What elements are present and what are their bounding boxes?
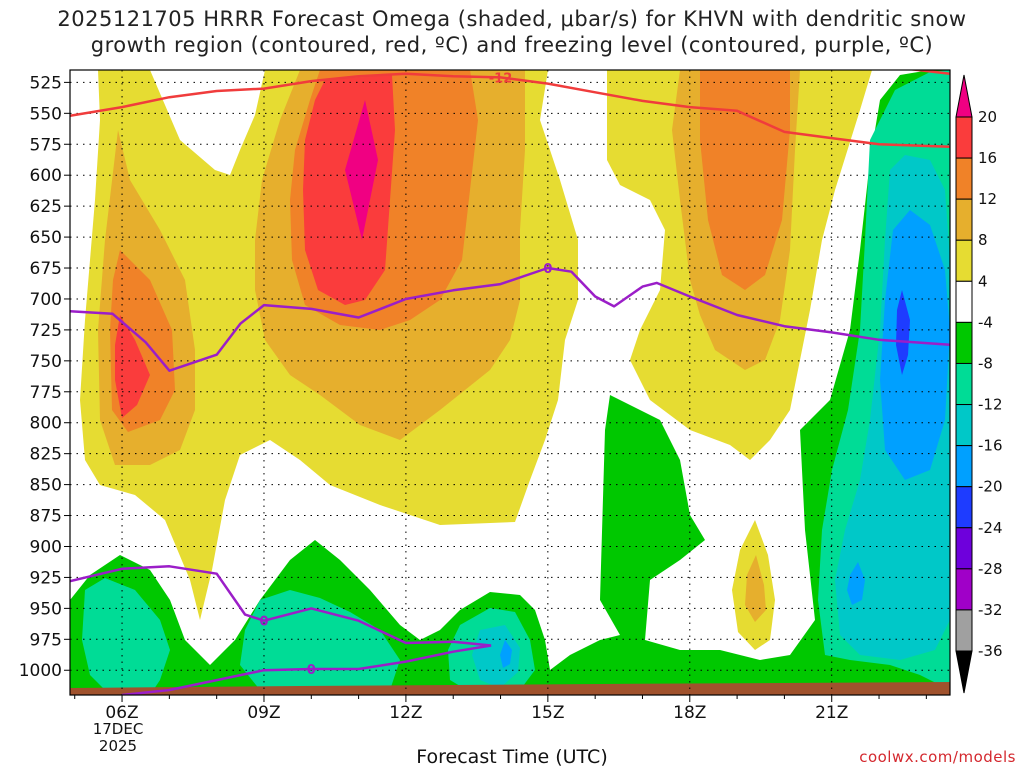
dgz-contour-label: -12 [489, 71, 513, 86]
omega-fill-red-center [303, 75, 395, 305]
y-tick-label: 675 [30, 259, 62, 279]
y-tick-label: 575 [30, 135, 62, 155]
y-tick-label: 975 [30, 630, 62, 650]
y-tick-label: 550 [30, 104, 62, 124]
plot-frame [69, 69, 951, 696]
y-axis: 525 550 575 600 625 650 675 700 725 750 775 800 825 8… [19, 73, 70, 681]
y-tick-label: 950 [30, 599, 62, 619]
x-tick-label: 18Z [673, 703, 706, 723]
colorbar-bin [955, 486, 973, 529]
colorbar-bin [955, 609, 973, 652]
y-tick-label: 700 [30, 290, 62, 310]
title-line-1: 2025121705 HRRR Forecast Omega (shaded, … [57, 7, 967, 31]
colorbar-label: -32 [978, 601, 1003, 619]
colorbar-label: -8 [978, 354, 993, 372]
x-tick-label: 06Z [105, 703, 138, 723]
colorbar-bin [955, 280, 973, 323]
y-tick-label: 650 [30, 228, 62, 248]
y-tick-label: 750 [30, 352, 62, 372]
omega-fill-teal-lower-left [82, 578, 170, 695]
x-axis-title: Forecast Time (UTC) [416, 746, 608, 768]
colorbar-label: -24 [978, 519, 1003, 537]
colorbar-bin [955, 321, 973, 364]
title-line-2: growth region (contoured, red, ºC) and f… [90, 33, 934, 57]
y-tick-label: 800 [30, 414, 62, 434]
colorbar-label: -36 [978, 642, 1003, 660]
freezing-level-contour-label: 0 [307, 663, 316, 678]
gridlines [70, 70, 950, 695]
omega-fill-darkblue-right [896, 290, 910, 375]
omega-fill-lightblue-right [880, 210, 950, 480]
omega-fill-magenta-center [345, 100, 378, 240]
x-tick-label: 15Z [531, 703, 564, 723]
colorbar-bin [955, 198, 973, 241]
x-axis: 06Z 09Z 12Z 15Z 18Z 21Z [74, 695, 927, 723]
y-tick-label: 775 [30, 383, 62, 403]
colorbar-bin [955, 239, 973, 282]
colorbar-label: 4 [978, 272, 988, 290]
colorbar-bottom-arrow [955, 650, 973, 694]
y-tick-label: 1000 [19, 661, 62, 681]
freezing-level-contour [70, 565, 492, 647]
x-tick-label: 21Z [815, 703, 848, 723]
omega-fill-red-left [115, 315, 150, 418]
colorbar-bin [955, 445, 973, 488]
colorbar-top-arrow [955, 74, 973, 118]
y-tick-label: 600 [30, 166, 62, 186]
colorbar-bin [955, 362, 973, 406]
date-label: 17DEC 2025 [88, 721, 148, 755]
colorbar-bin [955, 157, 973, 200]
colorbar-label: -20 [978, 478, 1003, 496]
date-label-day: 17DEC [92, 720, 144, 738]
colorbar: 20 16 12 8 4 -4 -8 -12 -16 -20 -24 -28 -32 -36 [955, 74, 1003, 694]
freezing-level-contour [70, 266, 950, 372]
colorbar-label: 8 [978, 231, 988, 249]
omega-fill-orange-bubble [745, 555, 766, 622]
colorbar-label: -12 [978, 396, 1003, 414]
dgz-contour [907, 70, 950, 75]
contours: -12 0 0 0 [70, 70, 950, 695]
y-tick-label: 850 [30, 476, 62, 496]
colorbar-bin [955, 527, 973, 570]
credit-text: coolwx.com/models [859, 748, 1016, 766]
y-tick-label: 925 [30, 568, 62, 588]
y-tick-label: 900 [30, 537, 62, 557]
plot-area: -12 0 0 0 [70, 70, 950, 695]
colorbar-bin [955, 404, 973, 447]
omega-fill-cyan-lower-center [472, 625, 520, 688]
y-tick-label: 875 [30, 507, 62, 527]
y-tick-label: 525 [30, 73, 62, 93]
omega-fill-lightblue-lower-center [500, 640, 512, 668]
freezing-level-contour-label: 0 [259, 615, 268, 630]
ground-strip [70, 682, 950, 695]
x-tick-label: 09Z [247, 703, 280, 723]
dgz-contour [70, 72, 950, 148]
x-tick-label: 12Z [389, 703, 422, 723]
colorbar-label: -28 [978, 560, 1003, 578]
y-tick-label: 825 [30, 445, 62, 465]
freezing-level-contour [121, 644, 492, 695]
y-tick-label: 625 [30, 197, 62, 217]
colorbar-label: -16 [978, 437, 1003, 455]
colorbar-label: 16 [978, 149, 997, 167]
colorbar-bin [955, 568, 973, 611]
colorbar-label: -4 [978, 313, 993, 331]
colorbar-label: 20 [978, 108, 997, 126]
chart-title: 2025121705 HRRR Forecast Omega (shaded, … [0, 6, 1024, 58]
colorbar-bin [955, 116, 973, 159]
colorbar-label: 12 [978, 190, 997, 208]
omega-fill-lightblue-lower-right [847, 562, 865, 605]
y-tick-label: 725 [30, 321, 62, 341]
date-label-year: 2025 [98, 737, 138, 755]
freezing-level-contour-label: 0 [543, 262, 552, 277]
